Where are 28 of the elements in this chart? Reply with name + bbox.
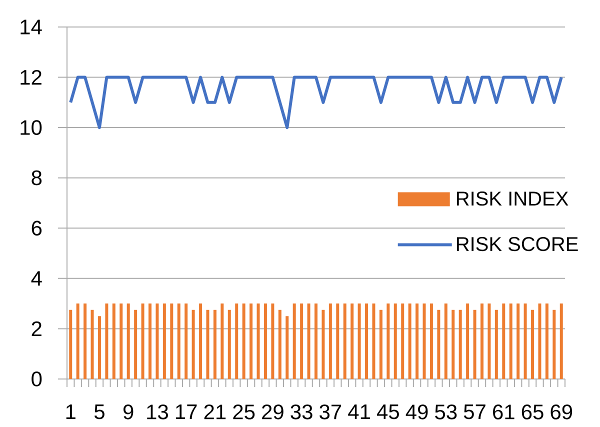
- x-tick-label: 25: [233, 404, 255, 420]
- y-tick-label: 4: [31, 271, 42, 286]
- y-tick-label: 0: [32, 372, 42, 386]
- x-tick-label: 41: [348, 404, 370, 419]
- x-tick-label: 65: [522, 404, 544, 420]
- x-tick-label: 21: [204, 404, 226, 420]
- x-tick-label: 17: [176, 404, 197, 419]
- x-tick-label: 13: [147, 404, 168, 420]
- y-tick-label: 6: [32, 220, 42, 236]
- legend-label: RISK INDEX: [457, 192, 568, 206]
- x-tick-label: 45: [376, 404, 399, 420]
- x-tick-label: 9: [124, 404, 134, 420]
- x-tick-label: 1: [66, 404, 76, 419]
- x-tick-label: 37: [320, 404, 342, 420]
- x-tick-label: 57: [464, 404, 486, 420]
- y-tick-label: 10: [20, 120, 42, 135]
- x-tick-label: 33: [290, 404, 312, 420]
- y-tick-label: 14: [20, 20, 42, 34]
- y-tick-label: 12: [20, 70, 42, 85]
- x-tick-label: 69: [550, 404, 572, 420]
- x-tick-label: 61: [493, 404, 514, 420]
- x-tick-label: 49: [406, 404, 428, 420]
- legend-label: RISK SCORE: [457, 237, 578, 252]
- x-tick-label: 29: [262, 404, 284, 420]
- x-tick-label: 53: [435, 404, 457, 420]
- x-tick-label: 5: [94, 404, 104, 420]
- y-tick-label: 8: [32, 170, 42, 186]
- y-tick-label: 2: [32, 321, 42, 336]
